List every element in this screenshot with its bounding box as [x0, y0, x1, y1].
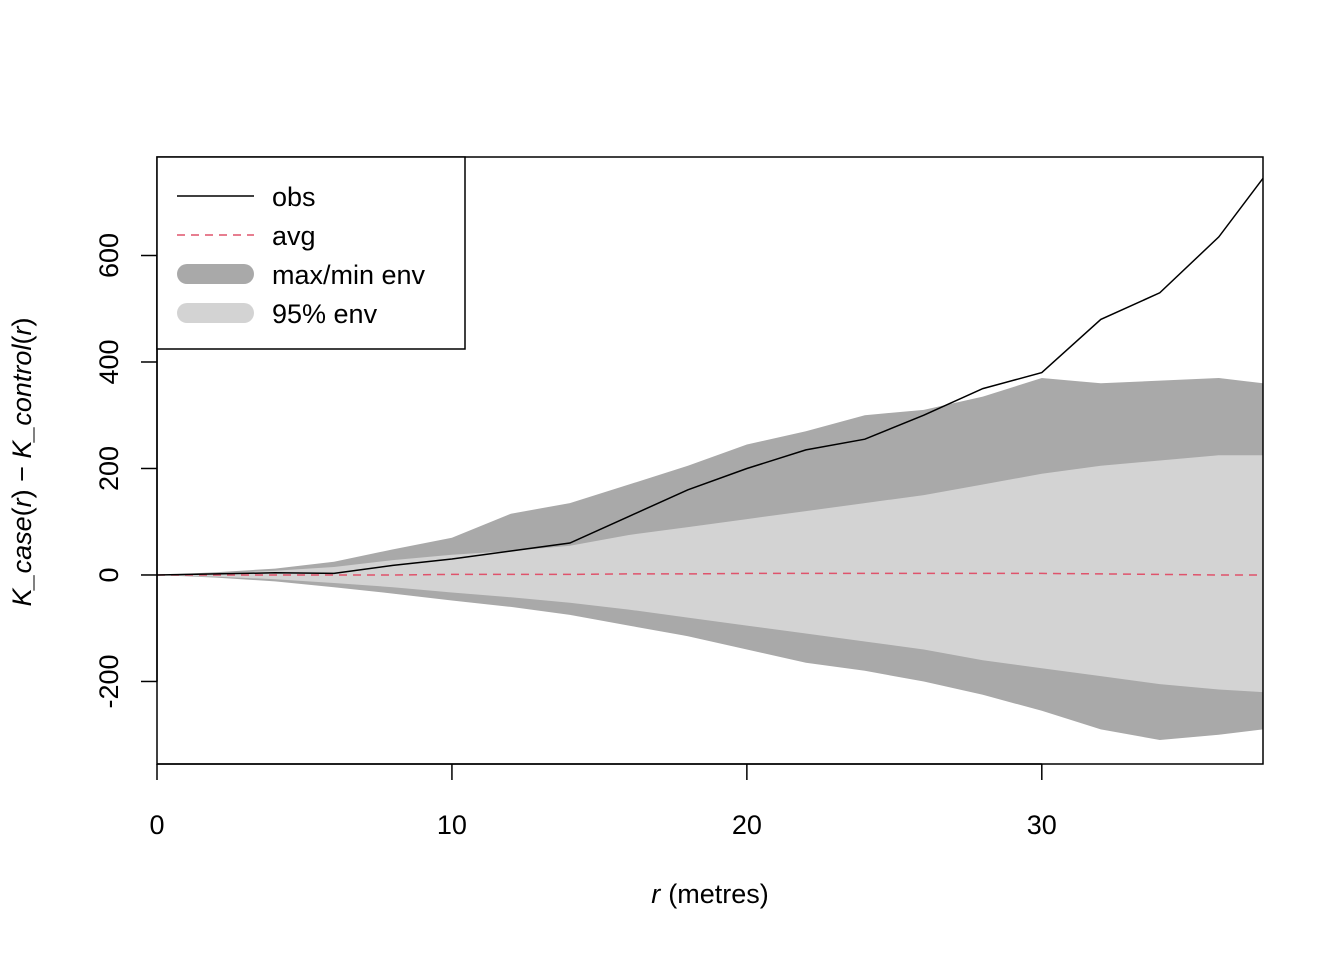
y-tick-label: 400 [94, 339, 124, 384]
x-tick-label: 30 [1027, 810, 1057, 840]
x-axis-label-unit: (metres) [668, 879, 769, 909]
y-label-part-2: r [7, 497, 37, 507]
avg-line [157, 572, 1263, 576]
y-tick-label: 0 [94, 567, 124, 582]
y-label-part-5: K_control [7, 344, 37, 459]
legend: obs avg max/min env 95% env [156, 156, 466, 350]
obs-line [156, 177, 1264, 576]
y-label-part-4: − [7, 459, 37, 490]
legend-95-label: 95% env [272, 299, 378, 329]
legend-avg-label: avg [272, 221, 316, 251]
x-axis: 0 10 20 30 [149, 763, 1057, 840]
y-label-part-8: ) [7, 318, 37, 327]
y-tick-label: 600 [94, 233, 124, 278]
y-label-part-6: ( [7, 336, 37, 345]
y-tick-label: -200 [94, 654, 124, 708]
y-label-part-0: K_case [7, 516, 37, 606]
y-label-part-3: ) [7, 489, 37, 498]
x-tick-label: 0 [149, 810, 164, 840]
y-label-part-7: r [7, 326, 37, 336]
series-lines [156, 177, 1264, 576]
y-tick-label: 200 [94, 446, 124, 491]
x-tick-label: 20 [732, 810, 762, 840]
legend-obs-label: obs [272, 182, 316, 212]
x-axis-label: r (metres) [651, 879, 769, 909]
y-axis-label: K_case(r) − K_control(r) [7, 318, 37, 607]
legend-maxmin-label: max/min env [272, 260, 426, 290]
x-tick-label: 10 [437, 810, 467, 840]
y-label-part-1: ( [7, 507, 37, 516]
x-axis-label-var: r [651, 879, 661, 909]
